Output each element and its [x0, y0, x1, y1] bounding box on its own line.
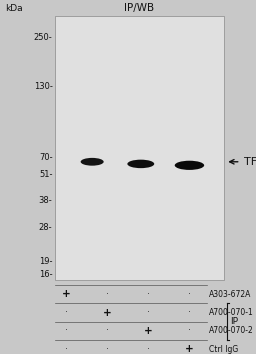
Text: ·: ·: [147, 308, 150, 317]
Text: kDa: kDa: [5, 4, 23, 13]
Text: 51-: 51-: [39, 170, 52, 179]
Text: ·: ·: [65, 345, 68, 354]
Text: ·: ·: [147, 345, 150, 354]
Text: TFEB: TFEB: [244, 157, 256, 167]
Text: +: +: [185, 344, 194, 354]
Text: 28-: 28-: [39, 223, 52, 232]
Text: ·: ·: [65, 308, 68, 317]
Text: A700-070-2: A700-070-2: [209, 326, 254, 336]
Text: ·: ·: [106, 345, 109, 354]
Text: ·: ·: [188, 290, 191, 299]
Ellipse shape: [81, 158, 104, 166]
Text: 250-: 250-: [34, 33, 52, 42]
Text: ·: ·: [188, 308, 191, 317]
Text: 16-: 16-: [39, 270, 52, 279]
Text: ·: ·: [65, 326, 68, 336]
Text: ·: ·: [106, 326, 109, 336]
Text: 130-: 130-: [34, 82, 52, 91]
Text: IP: IP: [230, 317, 238, 326]
Text: ·: ·: [106, 290, 109, 299]
Text: IP/WB: IP/WB: [124, 3, 155, 13]
Text: ·: ·: [188, 326, 191, 336]
Text: 19-: 19-: [39, 257, 52, 266]
Text: +: +: [103, 308, 112, 318]
Text: ·: ·: [147, 290, 150, 299]
Text: Ctrl IgG: Ctrl IgG: [209, 345, 239, 354]
Text: 70-: 70-: [39, 153, 52, 162]
Text: A303-672A: A303-672A: [209, 290, 252, 299]
Ellipse shape: [175, 161, 204, 170]
Text: +: +: [62, 289, 71, 299]
Text: 38-: 38-: [39, 195, 52, 205]
Bar: [55, 16, 224, 280]
Ellipse shape: [127, 160, 154, 168]
Text: +: +: [144, 326, 153, 336]
Text: A700-070-1: A700-070-1: [209, 308, 254, 317]
